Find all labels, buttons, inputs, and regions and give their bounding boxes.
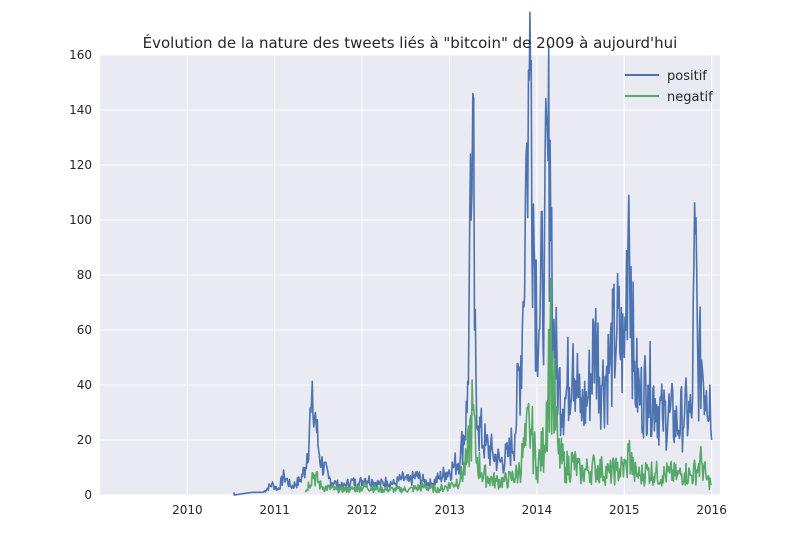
x-tick-label: 2010 — [172, 503, 203, 517]
chart-title: Évolution de la nature des tweets liés à… — [143, 33, 678, 52]
y-tick-label: 80 — [77, 268, 92, 282]
y-tick-label: 120 — [69, 158, 92, 172]
x-tick-label: 2011 — [259, 503, 290, 517]
y-tick-label: 100 — [69, 213, 92, 227]
y-tick-label: 40 — [77, 378, 92, 392]
legend: positif negatif — [625, 69, 713, 105]
y-tick-label: 160 — [69, 48, 92, 62]
series-layer — [233, 11, 713, 496]
y-tick-label: 60 — [77, 323, 92, 337]
series-line-positif — [233, 11, 713, 496]
x-tick-label: 2014 — [522, 503, 553, 517]
x-tick-label: 2015 — [609, 503, 640, 517]
x-tick-label: 2012 — [347, 503, 378, 517]
y-tick-labels: 0 20 40 60 80 100 120 140 160 — [69, 48, 92, 502]
series-line-negatif — [304, 277, 713, 494]
grid-lines — [100, 54, 720, 496]
x-tick-label: 2013 — [434, 503, 465, 517]
y-tick-label: 140 — [69, 103, 92, 117]
x-tick-labels: 2010 2011 2012 2013 2014 2015 2016 — [172, 503, 727, 517]
y-tick-label: 0 — [84, 488, 92, 502]
y-tick-label: 20 — [77, 433, 92, 447]
legend-label-positif: positif — [667, 69, 707, 84]
x-tick-label: 2016 — [696, 503, 727, 517]
legend-label-negatif: negatif — [667, 90, 713, 105]
